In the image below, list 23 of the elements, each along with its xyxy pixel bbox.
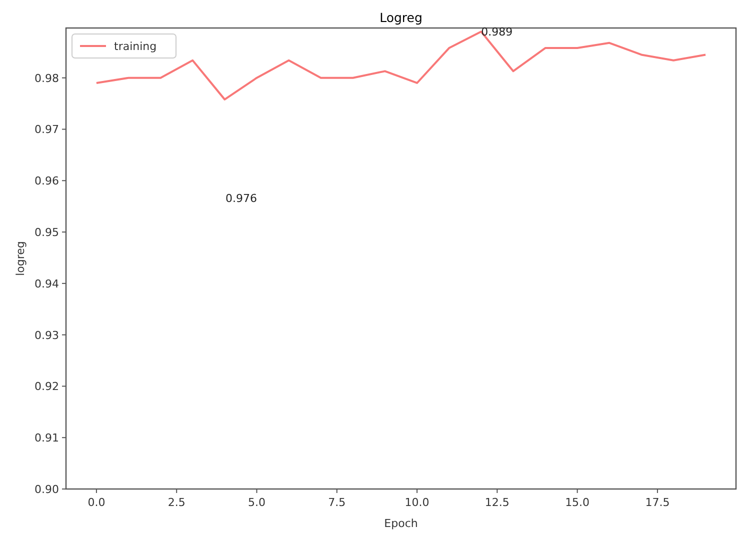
x-tick-label: 12.5 [484,496,510,509]
y-tick-label: 0.98 [34,72,59,85]
x-tick-label: 15.0 [565,496,590,509]
legend-label: training [114,40,157,53]
y-tick-label: 0.95 [34,226,59,240]
y-tick-label: 0.90 [34,483,59,496]
y-tick-label: 0.91 [34,432,59,445]
y-tick-label: 0.92 [34,380,59,394]
y-axis-title: logreg [14,241,27,276]
y-tick-label: 0.96 [34,174,59,188]
x-tick-label: 7.5 [328,496,346,509]
annotation: 0.976 [225,192,257,205]
x-tick-label: 10.0 [404,496,430,509]
chart-title: Logreg [380,10,422,25]
x-axis-title: Epoch [384,517,418,530]
y-tick-label: 0.93 [34,328,59,342]
x-tick-label: 2.5 [168,496,186,509]
annotation: 0.989 [481,26,513,39]
x-tick-label: 17.5 [645,496,670,509]
y-tick-label: 0.94 [34,277,59,290]
y-tick-label: 0.97 [34,123,59,136]
x-tick-label: 5.0 [248,496,266,509]
x-tick-label: 0.0 [88,496,106,509]
